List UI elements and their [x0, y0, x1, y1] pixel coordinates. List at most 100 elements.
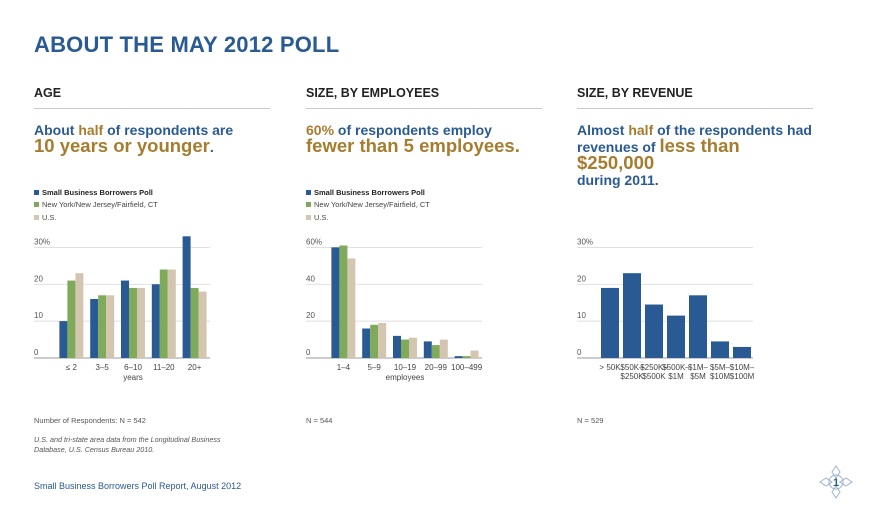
bar-poll	[393, 335, 401, 358]
chart-age-svg: 0 10 20 30% ≤ 2 3–5 6–10 11–20 20+ years	[34, 236, 210, 382]
headline-highlight-big: 10 years or younger	[34, 135, 210, 156]
panel-employees: SIZE, BY EMPLOYEES 60% of respondents em…	[306, 86, 542, 382]
bar-us	[137, 287, 145, 358]
bar-us	[167, 269, 176, 358]
y-tick-label: 0	[34, 348, 39, 357]
bar-us	[347, 258, 356, 358]
bar-poll	[711, 341, 729, 358]
headline-text: of respondents employ	[334, 122, 492, 138]
legend-item-ny: New York/New Jersey/Fairfield, CT	[306, 199, 430, 212]
bar-poll	[689, 295, 707, 358]
respondents-note-revenue: N = 529	[577, 416, 604, 425]
bar-us	[439, 339, 448, 358]
x-tick-label: 100–499	[451, 363, 483, 372]
legend-label: Small Business Borrowers Poll	[42, 187, 153, 197]
bar-ny	[431, 345, 440, 358]
headline-highlight: half	[78, 122, 104, 138]
chart-revenue: 0 10 20 30% > 50K $50K– $250K $250K– $500K $500K–…	[577, 232, 817, 407]
legend-swatch	[306, 189, 311, 195]
headline-text: .	[209, 139, 214, 155]
x-tick-label: 6–10	[124, 363, 142, 372]
y-tick-label: 30%	[34, 237, 50, 246]
headline-text: of respondents are	[103, 122, 234, 138]
bar-ny	[339, 245, 348, 358]
bar-poll	[423, 341, 432, 358]
panel-heading-age: AGE	[34, 86, 62, 100]
page-number-badge: 1	[818, 464, 854, 500]
x-tick-label: $10M	[710, 372, 730, 381]
legend-item-us: U.S.	[34, 211, 158, 224]
legend-item-poll: Small Business Borrowers Poll	[306, 186, 430, 199]
bar-us	[198, 291, 207, 358]
respondents-note-age: Number of Respondents: N = 542	[34, 416, 146, 425]
headline-text: during 2011.	[577, 172, 659, 188]
bar-poll	[454, 356, 463, 358]
legend-item-ny: New York/New Jersey/Fairfield, CT	[34, 199, 158, 212]
bar-poll	[121, 280, 129, 358]
x-tick-label: 5–9	[368, 363, 382, 372]
x-axis-label: employees	[386, 373, 425, 382]
x-tick-label: $500K–	[662, 363, 690, 372]
y-tick-label: 0	[306, 348, 311, 357]
page-number: 1	[833, 477, 839, 489]
divider	[306, 108, 542, 109]
legend-employees: Small Business Borrowers Poll New York/N…	[306, 186, 430, 224]
y-tick-label: 10	[34, 311, 43, 320]
legend-label: New York/New Jersey/Fairfield, CT	[314, 200, 430, 210]
divider	[34, 108, 270, 109]
legend-item-us: U.S.	[306, 211, 430, 224]
x-tick-label: $250K–	[640, 363, 668, 372]
ornament-icon: 1	[819, 465, 853, 499]
bar-poll	[90, 299, 99, 358]
chart-employees: 0 20 40 60% 1–4 5–9 10–19 20–99 100–499 employees	[306, 232, 546, 407]
legend-label: U.S.	[314, 212, 329, 222]
panel-heading-employees: SIZE, BY EMPLOYEES	[306, 86, 440, 100]
x-tick-label: $250K	[620, 372, 644, 381]
divider	[577, 108, 813, 109]
bar-ny	[462, 356, 471, 358]
x-tick-label: 20–99	[425, 363, 448, 372]
y-tick-label: 40	[306, 274, 315, 283]
legend-item-poll: Small Business Borrowers Poll	[34, 186, 158, 199]
x-tick-label: ≤ 2	[66, 363, 78, 372]
y-tick-label: 60%	[306, 237, 322, 246]
x-tick-label: $5M–	[710, 363, 731, 372]
bar-poll	[331, 247, 340, 358]
bar-poll	[645, 304, 663, 358]
footer-text: Small Business Borrowers Poll Report, Au…	[34, 481, 242, 491]
bar-poll	[59, 321, 68, 358]
x-tick-label: 20+	[188, 363, 202, 372]
x-tick-label: $1M–	[688, 363, 709, 372]
legend-swatch	[306, 214, 311, 220]
bar-ny	[98, 295, 107, 358]
y-tick-label: 20	[306, 311, 315, 320]
bar-ny	[190, 287, 199, 358]
headline-employees: 60% of respondents employ fewer than 5 e…	[306, 122, 542, 155]
respondents-note-employees: N = 544	[306, 416, 333, 425]
y-tick-label: 20	[577, 274, 586, 283]
headline-highlight: half	[628, 122, 654, 138]
x-tick-label: $1M	[668, 372, 684, 381]
bar-ny	[129, 287, 137, 358]
x-tick-label: $5M	[690, 372, 706, 381]
x-tick-label: 11–20	[153, 363, 175, 372]
page-title: ABOUT THE MAY 2012 POLL	[34, 32, 340, 57]
y-tick-label: 30%	[577, 237, 593, 246]
headline-highlight-big: less than $250,000	[577, 135, 740, 173]
bar-poll	[667, 315, 685, 358]
headline-text: About	[34, 122, 79, 138]
legend-swatch	[34, 202, 39, 208]
x-tick-label: > 50K	[599, 363, 621, 372]
legend-swatch	[34, 214, 39, 220]
legend-swatch	[306, 202, 311, 208]
bar-ny	[67, 280, 76, 358]
legend-swatch	[34, 189, 39, 195]
bar-ny	[401, 339, 409, 358]
bar-us	[409, 337, 417, 358]
source-note: U.S. and tri-state area data from the Lo…	[34, 435, 221, 454]
headline-text: revenues of	[577, 139, 660, 155]
bar-poll	[601, 287, 619, 358]
legend-label: U.S.	[42, 212, 57, 222]
headline-text: .	[514, 135, 520, 156]
bar-poll	[362, 328, 371, 358]
